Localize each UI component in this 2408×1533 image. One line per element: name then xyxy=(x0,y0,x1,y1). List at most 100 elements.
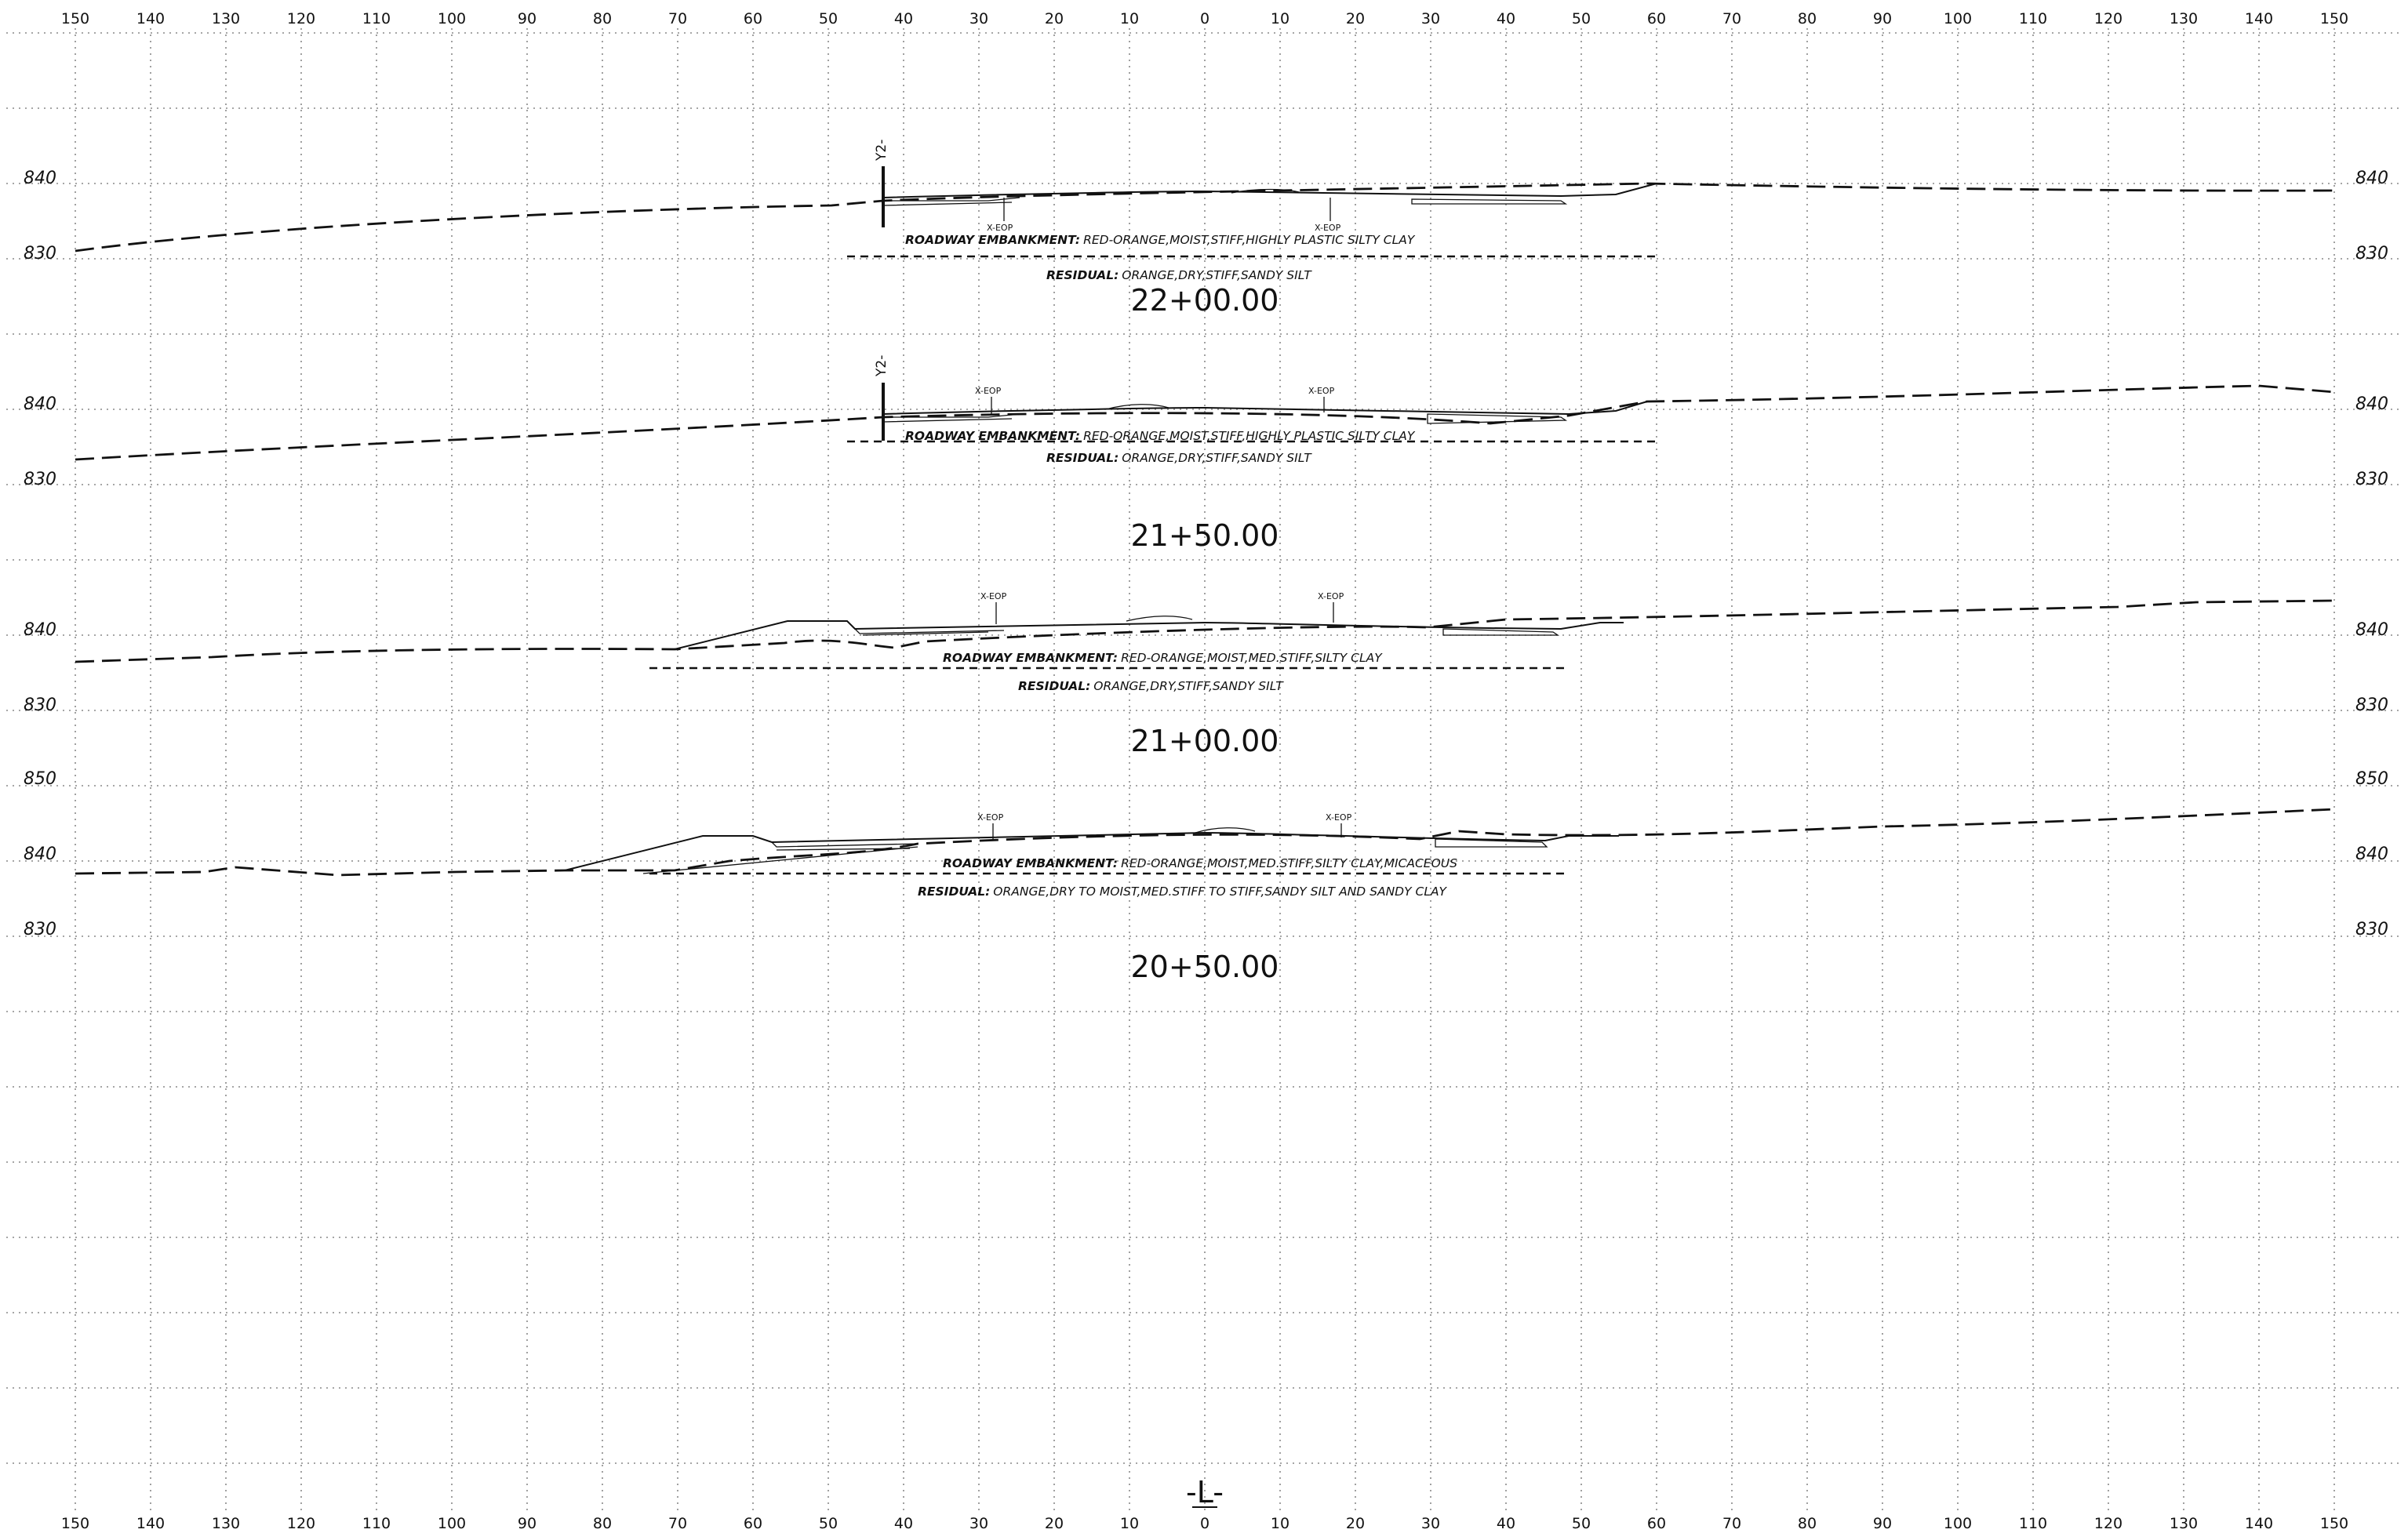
offset-tick: 100 xyxy=(438,10,466,27)
elevation-label-left: 840 xyxy=(24,169,56,188)
eop-label-left: X-EOP xyxy=(987,223,1013,233)
baseline-label: Y2- xyxy=(874,140,889,162)
offset-tick: 100 xyxy=(438,1515,466,1532)
offset-tick: 20 xyxy=(1346,1515,1365,1532)
eop-label-left: X-EOP xyxy=(975,386,1002,396)
elevation-label-right: 830 xyxy=(2355,696,2388,715)
offset-tick: 70 xyxy=(668,1515,687,1532)
offset-tick: 100 xyxy=(1944,10,1972,27)
residual-key: RESIDUAL: xyxy=(1046,268,1119,282)
elevation-label-right: 840 xyxy=(2355,169,2388,188)
offset-tick: 90 xyxy=(518,1515,537,1532)
offset-tick: 20 xyxy=(1045,10,1064,27)
elevation-label-left: 830 xyxy=(24,696,56,715)
residual-note: RESIDUAL: ORANGE,DRY TO MOIST,MED.STIFF T… xyxy=(918,885,1448,899)
alignment-label: -L- xyxy=(1186,1475,1224,1509)
embankment-key: ROADWAY EMBANKMENT: xyxy=(943,651,1118,665)
offset-tick: 120 xyxy=(2094,10,2122,27)
embankment-key: ROADWAY EMBANKMENT: xyxy=(905,233,1080,247)
offset-scale-top: 150 140 130 120 110 100 90 80 70 60 50 4… xyxy=(61,10,2348,27)
median-hump xyxy=(1231,188,1303,194)
elevation-label-right: 830 xyxy=(2355,470,2388,489)
embankment-note: ROADWAY EMBANKMENT: RED-ORANGE,MOIST,STIF… xyxy=(905,233,1416,247)
elevation-label-right: 840 xyxy=(2355,845,2388,864)
offset-tick: 140 xyxy=(136,10,165,27)
elevation-label-left: 840 xyxy=(24,394,56,414)
offset-tick: 0 xyxy=(1200,1515,1209,1532)
offset-tick: 140 xyxy=(2245,10,2273,27)
offset-tick: 70 xyxy=(1722,10,1741,27)
baseline-label: Y2- xyxy=(874,355,889,377)
offset-tick: 110 xyxy=(2019,1515,2047,1532)
embankment-note: ROADWAY EMBANKMENT: RED-ORANGE,MOIST,STIF… xyxy=(905,429,1416,443)
residual-note: RESIDUAL: ORANGE,DRY,STIFF,SANDY SILT xyxy=(1046,451,1312,465)
elevation-label-left: 830 xyxy=(24,244,56,263)
station-label: 22+00.00 xyxy=(1131,283,1279,318)
pavement-layers xyxy=(771,838,1548,851)
offset-tick: 10 xyxy=(1271,1515,1289,1532)
existing-ground-line xyxy=(75,384,2335,461)
existing-ground-line xyxy=(75,599,2335,663)
embankment-desc: RED-ORANGE,MOIST,STIFF,HIGHLY PLASTIC SI… xyxy=(1083,429,1416,443)
existing-ground-line xyxy=(75,808,2335,877)
offset-tick: 20 xyxy=(1045,1515,1064,1532)
embankment-key: ROADWAY EMBANKMENT: xyxy=(943,856,1118,870)
offset-tick: 150 xyxy=(61,1515,89,1532)
embankment-desc: RED-ORANGE,MOIST,STIFF,HIGHLY PLASTIC SI… xyxy=(1083,233,1416,247)
offset-tick: 30 xyxy=(969,1515,988,1532)
elevation-label-left: 840 xyxy=(24,845,56,864)
offset-tick: 90 xyxy=(1873,10,1892,27)
offset-tick: 130 xyxy=(212,10,240,27)
elevation-label-right: 830 xyxy=(2355,920,2388,939)
cross-section-22-00: 840 830 840 830 Y2- X-EOP X-EOP ROADWAY … xyxy=(24,140,2388,318)
offset-tick: 50 xyxy=(1572,1515,1591,1532)
embankment-note: ROADWAY EMBANKMENT: RED-ORANGE,MOIST,MED.… xyxy=(943,856,1457,870)
residual-desc: ORANGE,DRY TO MOIST,MED.STIFF TO STIFF,S… xyxy=(993,885,1447,899)
elevation-label-left: 830 xyxy=(24,920,56,939)
offset-tick: 80 xyxy=(1798,1515,1817,1532)
offset-tick: 50 xyxy=(1572,10,1591,27)
offset-tick: 30 xyxy=(1421,1515,1440,1532)
offset-tick: 60 xyxy=(744,10,762,27)
offset-tick: 100 xyxy=(1944,1515,1972,1532)
offset-tick: 120 xyxy=(287,10,315,27)
eop-label-left: X-EOP xyxy=(980,591,1007,601)
station-label: 21+50.00 xyxy=(1131,518,1279,553)
offset-tick: 50 xyxy=(819,1515,838,1532)
elevation-label-right: 840 xyxy=(2355,394,2388,414)
embankment-desc: RED-ORANGE,MOIST,MED.STIFF,SILTY CLAY xyxy=(1121,651,1383,665)
residual-note: RESIDUAL: ORANGE,DRY,STIFF,SANDY SILT xyxy=(1046,268,1312,282)
embankment-desc: RED-ORANGE,MOIST,MED.STIFF,SILTY CLAY,MI… xyxy=(1121,856,1457,870)
offset-tick: 130 xyxy=(2170,1515,2198,1532)
offset-tick: 130 xyxy=(212,1515,240,1532)
offset-tick: 10 xyxy=(1271,10,1289,27)
elevation-label-right: 830 xyxy=(2355,244,2388,263)
residual-key: RESIDUAL: xyxy=(918,885,990,899)
offset-tick: 150 xyxy=(2320,10,2348,27)
elevation-label-left: 850 xyxy=(24,769,56,789)
residual-desc: ORANGE,DRY,STIFF,SANDY SILT xyxy=(1093,679,1284,693)
offset-tick: 0 xyxy=(1200,10,1209,27)
median-hump xyxy=(1105,404,1169,410)
offset-tick: 90 xyxy=(518,10,537,27)
eop-label-right: X-EOP xyxy=(1318,591,1344,601)
embankment-key: ROADWAY EMBANKMENT: xyxy=(905,429,1080,443)
station-label: 20+50.00 xyxy=(1131,950,1279,984)
offset-tick: 140 xyxy=(136,1515,165,1532)
offset-tick: 110 xyxy=(2019,10,2047,27)
residual-desc: ORANGE,DRY,STIFF,SANDY SILT xyxy=(1122,268,1312,282)
eop-label-right: X-EOP xyxy=(1308,386,1335,396)
offset-tick: 40 xyxy=(1497,10,1515,27)
offset-tick: 150 xyxy=(2320,1515,2348,1532)
pavement-layers xyxy=(882,197,1568,206)
proposed-roadway-surface xyxy=(882,183,1657,198)
pavement-layers xyxy=(882,413,1568,424)
offset-scale-bottom: 150 140 130 120 110 100 90 80 70 60 50 4… xyxy=(61,1515,2348,1532)
offset-tick: 80 xyxy=(593,1515,612,1532)
cross-section-21-00: 840 830 840 830 X-EOP X-EOP ROADWAY EMBA… xyxy=(24,591,2388,758)
residual-key: RESIDUAL: xyxy=(1046,451,1119,465)
offset-tick: 80 xyxy=(1798,10,1817,27)
median-hump xyxy=(1195,827,1256,834)
offset-tick: 50 xyxy=(819,10,838,27)
residual-key: RESIDUAL: xyxy=(1018,679,1090,693)
